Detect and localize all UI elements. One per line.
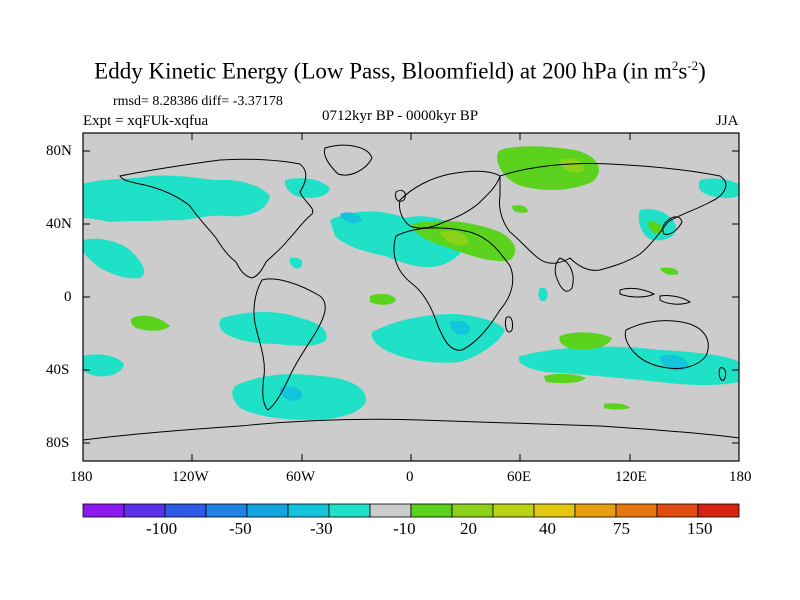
neg-north-atlantic-west xyxy=(284,178,330,198)
pos-siberia xyxy=(497,146,599,190)
neg-south-america-west xyxy=(219,312,327,346)
stats-label: rmsd= 8.28386 diff= -3.37178 xyxy=(113,94,283,109)
title-text: Eddy Kinetic Energy (Low Pass, Bloomfiel… xyxy=(94,58,672,84)
lat-label-0: 0 xyxy=(64,289,72,305)
colorbar-label-neg100: -100 xyxy=(146,519,178,538)
colorbar-box-9 xyxy=(451,503,494,518)
coast-japan xyxy=(662,216,683,235)
colorbar-box-13 xyxy=(615,503,658,518)
neg-strong-australia xyxy=(660,354,689,371)
period-label: 0712kyr BP - 0000kyr BP xyxy=(322,108,479,124)
lon-ticks xyxy=(191,133,631,461)
neg-southern-indian xyxy=(518,346,739,385)
lon-label-180e: 180 xyxy=(729,469,752,485)
pos-strong-mediterranean xyxy=(440,230,469,246)
neg-mid-pacific xyxy=(83,238,145,279)
coast-antarctica xyxy=(83,418,739,441)
colorbar xyxy=(82,503,740,518)
colorbar-label-neg10: -10 xyxy=(393,519,416,538)
lon-label-0: 0 xyxy=(406,469,414,485)
lon-label-60w: 60W xyxy=(286,469,316,485)
neg-far-east xyxy=(698,178,739,199)
coast-africa xyxy=(393,227,514,351)
negative-strong-regions xyxy=(280,212,689,401)
neg-south-atlantic xyxy=(371,314,505,363)
lon-label-60e: 60E xyxy=(507,469,532,485)
coast-indonesia-2 xyxy=(659,295,692,305)
neg-small-atlantic xyxy=(289,257,303,269)
coast-indonesia-1 xyxy=(619,287,656,298)
neg-strong-south-africa xyxy=(450,320,471,335)
title-unit-s: s xyxy=(678,58,688,84)
colorbar-box-0 xyxy=(82,503,125,518)
colorbar-box-10 xyxy=(492,503,535,518)
lat-label-40s: 40S xyxy=(46,362,70,378)
colorbar-box-8 xyxy=(410,503,453,518)
title-close: ) xyxy=(698,58,706,84)
colorbar-label-20: 20 xyxy=(460,519,477,538)
colorbar-box-7 xyxy=(369,503,412,518)
colorbar-box-3 xyxy=(205,503,248,518)
pos-southern-ocean-1 xyxy=(544,373,586,384)
experiment-label: Expt = xqFUk-xqfua xyxy=(83,113,209,129)
pos-west-pacific xyxy=(660,267,679,275)
pos-south-indian xyxy=(559,332,612,350)
colorbar-label-neg50: -50 xyxy=(229,519,252,538)
coast-greenland xyxy=(323,144,373,176)
colorbar-box-11 xyxy=(533,503,576,518)
pos-southern-ocean-2 xyxy=(604,403,630,410)
lat-ticks xyxy=(83,150,739,444)
neg-strong-atlantic xyxy=(340,212,362,224)
title-sup-1: 2 xyxy=(671,58,679,73)
colorbar-box-4 xyxy=(246,503,289,518)
colorbar-label-40: 40 xyxy=(539,519,556,538)
colorbar-box-15 xyxy=(697,503,740,518)
pos-east-pacific xyxy=(130,315,170,331)
coast-europe xyxy=(399,170,501,229)
neg-strong-south-america xyxy=(280,386,303,401)
positive-strong-regions xyxy=(440,158,585,246)
lat-label-40n: 40N xyxy=(46,216,72,232)
coast-new-zealand xyxy=(718,367,727,381)
pos-strong-siberia xyxy=(560,158,585,173)
coast-uk xyxy=(395,189,406,202)
neg-small-indian xyxy=(538,287,548,302)
colorbar-label-75: 75 xyxy=(613,519,630,538)
coast-india xyxy=(554,257,574,292)
neg-north-pacific xyxy=(83,175,270,222)
colorbar-box-5 xyxy=(287,503,330,518)
lon-label-120w: 120W xyxy=(172,469,209,485)
season-label: JJA xyxy=(716,113,739,129)
anomaly-fields xyxy=(83,144,739,441)
pos-small-caspian xyxy=(512,205,528,213)
colorbar-box-1 xyxy=(123,503,166,518)
coast-north-america xyxy=(119,158,314,279)
colorbar-label-neg30: -30 xyxy=(310,519,333,538)
colorbar-box-14 xyxy=(656,503,699,518)
coast-south-america xyxy=(253,278,326,411)
colorbar-box-6 xyxy=(328,503,371,518)
lon-label-120e: 120E xyxy=(615,469,647,485)
coast-madagascar xyxy=(505,316,513,333)
coast-australia xyxy=(624,320,709,369)
title-sup-2: -2 xyxy=(687,58,699,73)
pos-korea xyxy=(648,221,663,234)
colorbar-box-2 xyxy=(164,503,207,518)
neg-south-pacific-west xyxy=(83,354,124,377)
coast-asia xyxy=(499,163,727,271)
lon-label-180w: 180 xyxy=(70,469,93,485)
colorbar-box-12 xyxy=(574,503,617,518)
coastlines xyxy=(83,144,739,441)
pos-west-africa xyxy=(370,293,396,305)
lat-label-80s: 80S xyxy=(46,435,70,451)
colorbar-label-150: 150 xyxy=(687,519,713,538)
lat-label-80n: 80N xyxy=(46,143,72,159)
chart-title: Eddy Kinetic Energy (Low Pass, Bloomfiel… xyxy=(0,58,800,85)
